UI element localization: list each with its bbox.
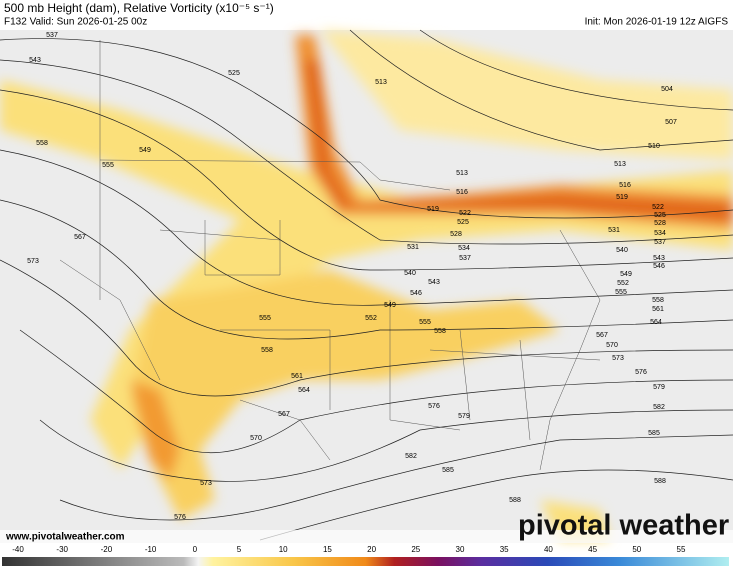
- contour-label: 570: [250, 435, 262, 442]
- contour-label: 564: [650, 319, 662, 326]
- contour-label: 552: [365, 315, 377, 322]
- colorbar-tick-label: 0: [193, 545, 198, 554]
- init-time: Init: Mon 2026-01-19 12z AIGFS: [585, 17, 729, 28]
- contour-label: 558: [261, 347, 273, 354]
- contour-label: 513: [614, 161, 626, 168]
- colorbar-tick-label: 5: [237, 545, 242, 554]
- colorbar: [2, 557, 729, 566]
- contour-label: 567: [74, 234, 86, 241]
- contour-label: 531: [407, 244, 419, 251]
- contour-label: 567: [278, 411, 290, 418]
- website: www.pivotalweather.com: [5, 532, 125, 543]
- contour-label: 549: [620, 271, 632, 278]
- contour-label: 561: [291, 373, 303, 380]
- contour-labels: 5375435495555585675735555585615645675705…: [27, 32, 677, 521]
- contour-label: 525: [654, 212, 666, 219]
- contour-label: 534: [654, 230, 666, 237]
- contour-label: 561: [652, 306, 664, 313]
- colorbar-tick-label: 25: [411, 545, 420, 554]
- logo: pivotal weather: [518, 510, 729, 542]
- contour-label: 519: [427, 206, 439, 213]
- contour-label: 579: [653, 384, 665, 391]
- contour-label: 504: [661, 86, 673, 93]
- contour-label: 528: [654, 220, 666, 227]
- contour-label: 558: [36, 140, 48, 147]
- contour-label: 516: [456, 189, 468, 196]
- contour-label: 555: [102, 162, 114, 169]
- contour-label: 534: [458, 245, 470, 252]
- contour-label: 555: [259, 315, 271, 322]
- valid-time: F132 Valid: Sun 2026-01-25 00z: [4, 17, 147, 28]
- colorbar-tick-label: 15: [323, 545, 332, 554]
- contour-label: 573: [27, 258, 39, 265]
- contour-label: 543: [653, 255, 665, 262]
- contour-label: 588: [509, 497, 521, 504]
- contour-label: 576: [174, 514, 186, 521]
- contour-label: 567: [596, 332, 608, 339]
- contour-label: 573: [612, 355, 624, 362]
- contour-label: 513: [456, 170, 468, 177]
- contour-label: 576: [635, 369, 647, 376]
- contour-label: 558: [652, 297, 664, 304]
- contour-label: 543: [428, 279, 440, 286]
- contour-label: 537: [46, 32, 58, 39]
- contour-label: 579: [458, 413, 470, 420]
- colorbar-tick-label: 40: [544, 545, 553, 554]
- contour-label: 546: [410, 290, 422, 297]
- footer-band: [0, 530, 733, 543]
- contour-label: 582: [653, 404, 665, 411]
- colorbar-tick-label: -10: [145, 545, 157, 554]
- colorbar-tick-label: 30: [456, 545, 465, 554]
- map: www.pivotalweather.com pivotal weather: [0, 29, 733, 543]
- contour-label: 570: [606, 342, 618, 349]
- contour-label: 537: [654, 239, 666, 246]
- colorbar-ticks: -40 -30 -20 -10 0 5 10 15 20 25 30 35 40 45 50 55: [12, 545, 686, 554]
- contour-label: 573: [200, 480, 212, 487]
- colorbar-tick-label: -20: [101, 545, 113, 554]
- contour-label: 555: [615, 289, 627, 296]
- colorbar-tick-label: 50: [632, 545, 641, 554]
- contour-label: 531: [608, 227, 620, 234]
- colorbar-tick-label: 35: [500, 545, 509, 554]
- contour-label: 585: [442, 467, 454, 474]
- contour-label: 510: [648, 143, 660, 150]
- contour-label: 576: [428, 403, 440, 410]
- contour-label: 585: [648, 430, 660, 437]
- contour-label: 513: [375, 79, 387, 86]
- contour-label: 519: [616, 194, 628, 201]
- contour-label: 537: [459, 255, 471, 262]
- colorbar-tick-label: 55: [677, 545, 686, 554]
- title: 500 mb Height (dam), Relative Vorticity …: [4, 1, 274, 15]
- colorbar-tick-label: 20: [367, 545, 376, 554]
- contour-label: 549: [139, 147, 151, 154]
- contour-label: 540: [404, 270, 416, 277]
- contour-label: 555: [419, 319, 431, 326]
- contour-label: 546: [653, 263, 665, 270]
- contour-label: 507: [665, 119, 677, 126]
- height-contours: [0, 29, 733, 541]
- contour-label: 549: [384, 302, 396, 309]
- colorbar-tick-label: 10: [279, 545, 288, 554]
- colorbar-tick-label: -30: [56, 545, 68, 554]
- contour-label: 588: [654, 478, 666, 485]
- contour-label: 528: [450, 231, 462, 238]
- colorbar-tick-label: -40: [12, 545, 24, 554]
- contour-label: 543: [29, 57, 41, 64]
- contour-label: 564: [298, 387, 310, 394]
- contour-label: 522: [459, 210, 471, 217]
- contour-label: 540: [616, 247, 628, 254]
- contour-label: 558: [434, 328, 446, 335]
- contour-label: 525: [457, 219, 469, 226]
- colorbar-tick-label: 45: [588, 545, 597, 554]
- contour-label: 552: [617, 280, 629, 287]
- contour-label: 525: [228, 70, 240, 77]
- vorticity-shading: [0, 30, 733, 540]
- contour-label: 582: [405, 453, 417, 460]
- contour-label: 522: [652, 204, 664, 211]
- contour-label: 516: [619, 182, 631, 189]
